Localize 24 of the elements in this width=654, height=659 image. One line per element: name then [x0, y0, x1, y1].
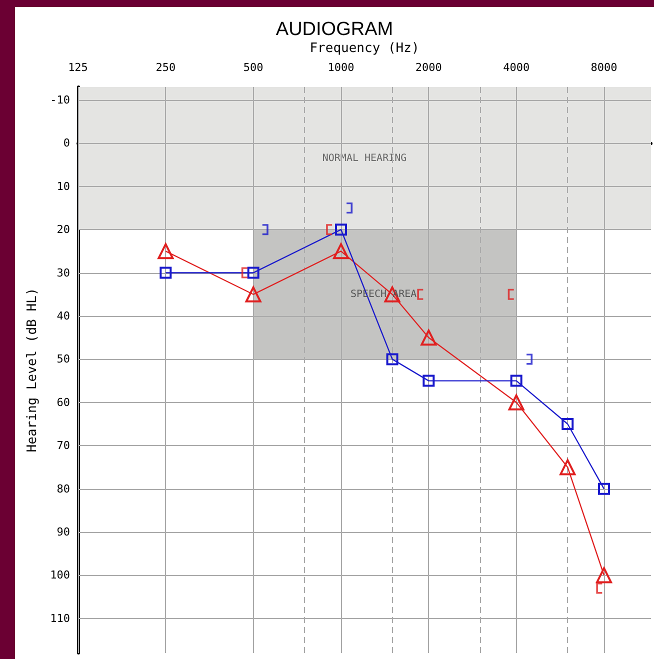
- y-tick-label: -10: [50, 93, 70, 106]
- y-tick-label: 80: [56, 482, 70, 496]
- y-tick-label: 0: [63, 136, 70, 150]
- y-tick-label: 10: [56, 180, 70, 193]
- x-tick-label: 2000: [415, 61, 442, 74]
- y-tick-label: 20: [56, 223, 70, 236]
- x-tick-label: 8000: [590, 61, 618, 74]
- y-axis-title: Hearing Level (dB HL): [25, 288, 40, 452]
- x-tick-label: 1000: [328, 61, 354, 74]
- x-axis-title: Frequency (Hz): [310, 41, 420, 56]
- x-tick-label: 500: [243, 61, 264, 74]
- y-tick-label: 50: [56, 352, 70, 366]
- chart-title: AUDIOGRAM: [276, 19, 394, 40]
- y-tick-label: 60: [56, 396, 70, 409]
- y-tick-label: 30: [56, 266, 70, 280]
- x-tick-label: 250: [156, 61, 176, 74]
- y-tick-label: 40: [56, 309, 70, 322]
- y-tick-label: 100: [50, 568, 70, 582]
- y-tick-label: 110: [50, 612, 70, 625]
- x-tick-label: 4000: [503, 61, 530, 74]
- y-tick-label: 70: [56, 439, 70, 452]
- band-label: NORMAL HEARING: [322, 152, 407, 164]
- x-tick-label: 125: [68, 61, 88, 74]
- y-tick-label: 90: [56, 526, 70, 539]
